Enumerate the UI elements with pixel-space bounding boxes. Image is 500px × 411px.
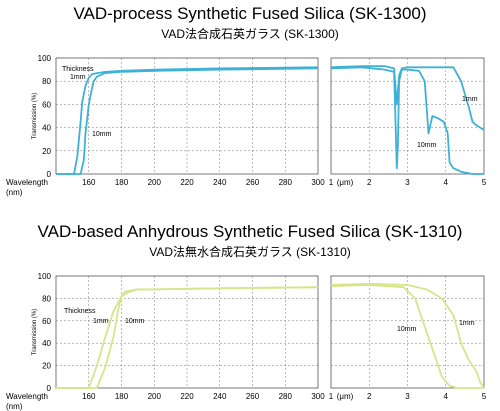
y-axis-label: Transmission (%) [32, 309, 38, 355]
x-tick-label: 280 [279, 392, 293, 401]
x-tick-label: 3 [405, 178, 410, 187]
x-tick-label: 220 [180, 392, 194, 401]
x-tick-label: 5 [482, 392, 487, 401]
y-tick-label: 0 [47, 170, 52, 179]
chart-subtitle: VAD法合成石英ガラス (SK-1300) [161, 27, 339, 41]
series-line-10mm [56, 286, 319, 389]
x-tick-label: 300 [311, 178, 325, 187]
y-tick-label: 40 [42, 124, 51, 133]
annotation-10mm: 10mm [92, 131, 112, 138]
x-tick-label: 160 [82, 178, 96, 187]
series-line-1mm [56, 66, 319, 175]
x-tick-label: 4 [444, 392, 449, 401]
y-tick-label: 100 [38, 272, 52, 281]
x-tick-label: 300 [311, 392, 325, 401]
x-axis-label: Wavelength [6, 392, 48, 401]
y-axis-label: Transmission (%) [32, 93, 38, 139]
y-tick-label: 100 [38, 54, 52, 63]
x-tick-label: 2 [367, 392, 372, 401]
x-axis-unit: (nm) [6, 402, 23, 411]
x-tick-label: 260 [246, 392, 260, 401]
x-tick-label: 200 [148, 392, 162, 401]
annotation-right-10mm: 10mm [397, 326, 417, 333]
x-unit-label: (μm) [337, 178, 354, 187]
series-line-10mm [56, 67, 319, 175]
annotation-10mm: 10mm [125, 318, 145, 325]
x-tick-label: 180 [115, 392, 129, 401]
annotation-right-10mm: 10mm [417, 142, 437, 149]
x-tick-label: 160 [82, 392, 96, 401]
x-tick-label: 260 [246, 178, 260, 187]
x-tick-label: 1 [329, 178, 334, 187]
y-tick-label: 80 [42, 294, 51, 303]
x-axis-unit: (nm) [6, 188, 23, 197]
x-tick-label: 3 [405, 392, 410, 401]
chart-subtitle: VAD法無水合成石英ガラス (SK-1310) [149, 245, 351, 259]
y-tick-label: 20 [42, 362, 51, 371]
x-tick-label: 240 [213, 178, 227, 187]
annotation-right-1mm: 1mm [462, 96, 478, 103]
y-tick-label: 80 [42, 77, 51, 86]
chart-title: VAD-based Anhydrous Synthetic Fused Sili… [37, 222, 463, 241]
y-tick-label: 60 [42, 317, 51, 326]
x-tick-label: 4 [444, 178, 449, 187]
y-tick-label: 40 [42, 339, 51, 348]
chart-title: VAD-process Synthetic Fused Silica (SK-1… [73, 4, 427, 23]
series-line-1mm [330, 65, 485, 131]
x-tick-label: 180 [115, 178, 129, 187]
y-tick-label: 60 [42, 100, 51, 109]
x-tick-label: 2 [367, 178, 372, 187]
x-axis-label: Wavelength [6, 178, 48, 187]
x-tick-label: 280 [279, 178, 293, 187]
x-unit-label: (μm) [337, 392, 354, 401]
x-tick-label: 240 [213, 392, 227, 401]
x-tick-label: 5 [482, 178, 487, 187]
x-tick-label: 1 [329, 392, 334, 401]
series-line-10mm [330, 284, 484, 389]
annotation-1mm: 1mm [70, 74, 86, 81]
annotation-right-1mm: 1mm [459, 320, 475, 327]
annotation-1mm: 1mm [93, 318, 109, 325]
y-tick-label: 0 [47, 384, 52, 393]
x-tick-label: 200 [148, 178, 162, 187]
x-tick-label: 220 [180, 178, 194, 187]
series-line-10mm [330, 66, 484, 175]
y-tick-label: 20 [42, 147, 51, 156]
annotation-thickness: Thickness [62, 66, 94, 73]
annotation-thickness: Thickness [64, 308, 96, 315]
series-line-1mm [330, 282, 485, 389]
